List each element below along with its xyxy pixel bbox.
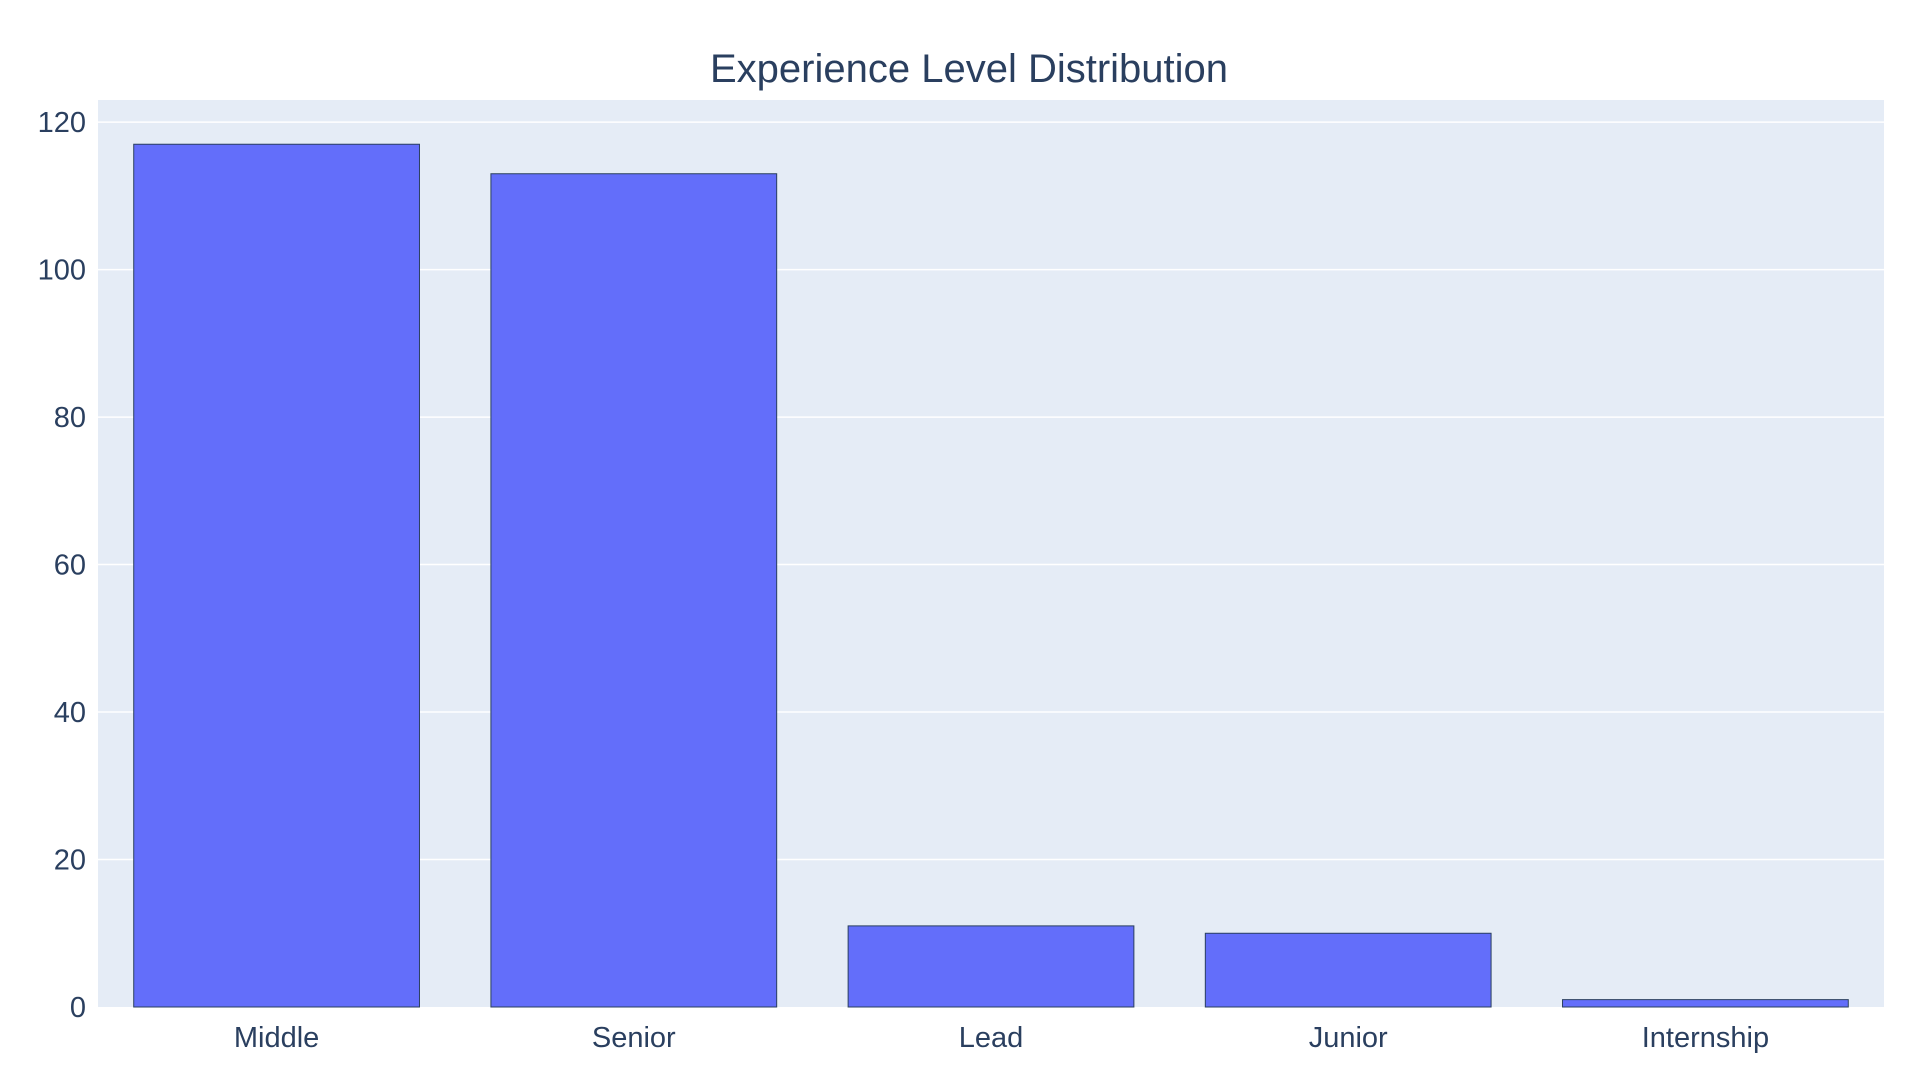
bar-senior <box>490 173 778 1008</box>
bar-junior <box>1204 932 1492 1008</box>
y-tick-label: 120 <box>38 107 86 139</box>
bar-internship <box>1562 999 1849 1008</box>
y-axis-tick-labels: 0 20 40 60 80 100 120 <box>38 107 86 1024</box>
bar-lead <box>847 925 1135 1008</box>
y-tick-label: 0 <box>70 992 86 1024</box>
y-tick-label: 40 <box>54 697 86 729</box>
x-tick-label: Junior <box>1309 1022 1388 1054</box>
x-axis-tick-labels: Middle Senior Lead Junior Internship <box>234 1022 1769 1054</box>
bar-middle <box>133 143 420 1008</box>
y-tick-label: 100 <box>38 255 86 287</box>
x-tick-label: Middle <box>234 1022 319 1054</box>
y-tick-label: 20 <box>54 845 86 877</box>
x-tick-label: Lead <box>959 1022 1024 1054</box>
y-tick-label: 80 <box>54 402 86 434</box>
y-tick-label: 60 <box>54 550 86 582</box>
x-tick-label: Senior <box>592 1022 676 1054</box>
chart-title: Experience Level Distribution <box>710 47 1228 91</box>
bars <box>133 143 1849 1008</box>
x-tick-label: Internship <box>1642 1022 1769 1054</box>
